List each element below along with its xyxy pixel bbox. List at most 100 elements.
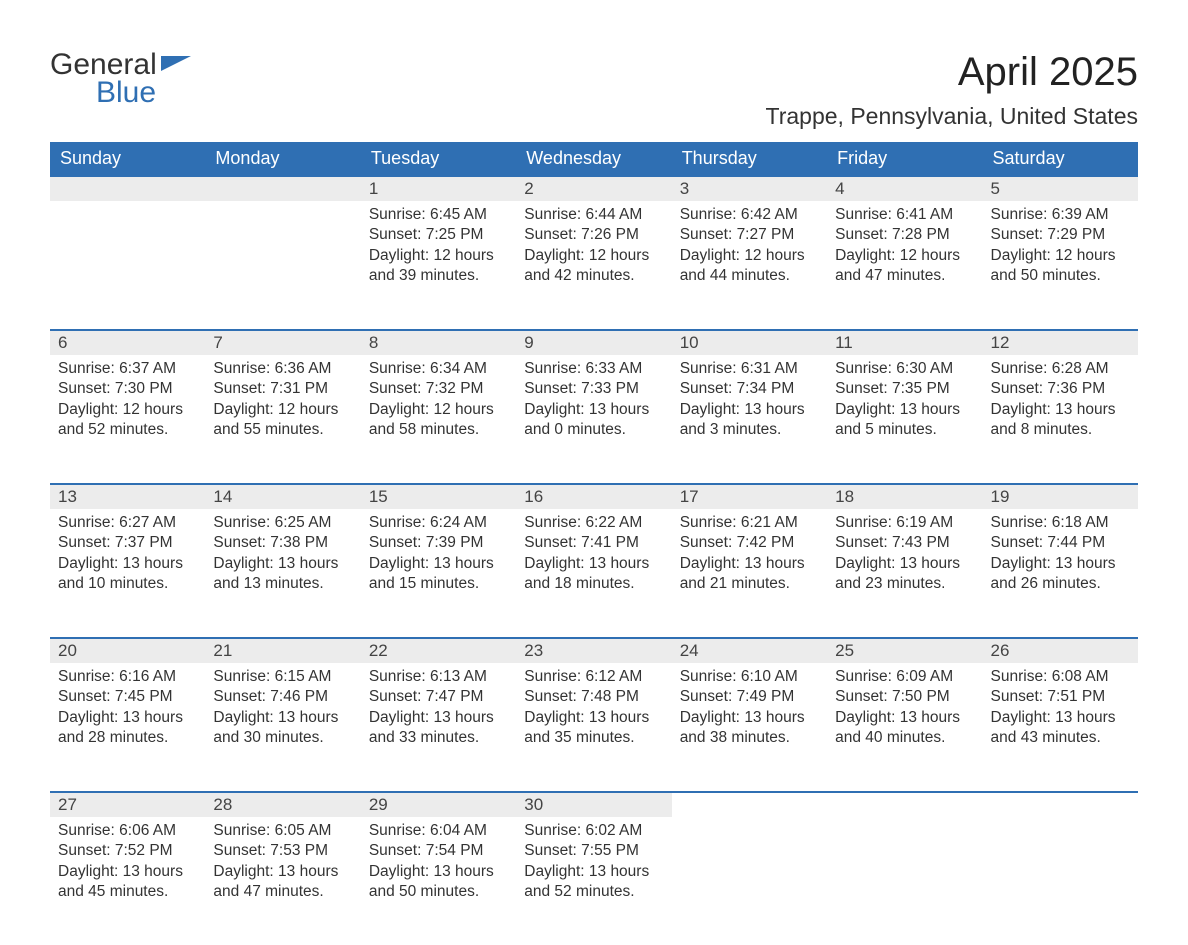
daylight-line: Daylight: 13 hours and 45 minutes.	[58, 862, 197, 903]
empty-day	[827, 791, 982, 817]
daylight-line: Daylight: 13 hours and 13 minutes.	[213, 554, 352, 595]
sunset-line: Sunset: 7:43 PM	[835, 533, 974, 553]
sunrise-line: Sunrise: 6:44 AM	[524, 205, 663, 225]
daylight-line: Daylight: 13 hours and 33 minutes.	[369, 708, 508, 749]
sunset-value: 7:46 PM	[270, 688, 328, 705]
day-data: Sunrise: 6:19 AMSunset: 7:43 PMDaylight:…	[827, 509, 982, 609]
day-data-row: Sunrise: 6:45 AMSunset: 7:25 PMDaylight:…	[50, 201, 1138, 329]
sunrise-label: Sunrise:	[835, 668, 896, 685]
sunset-line: Sunset: 7:42 PM	[680, 533, 819, 553]
daylight-line: Daylight: 12 hours and 55 minutes.	[213, 400, 352, 441]
day-data: Sunrise: 6:34 AMSunset: 7:32 PMDaylight:…	[361, 355, 516, 455]
sunset-line: Sunset: 7:31 PM	[213, 379, 352, 399]
daylight-line: Daylight: 13 hours and 35 minutes.	[524, 708, 663, 749]
sunrise-line: Sunrise: 6:39 AM	[991, 205, 1130, 225]
sunset-label: Sunset:	[524, 688, 581, 705]
sunset-label: Sunset:	[213, 380, 270, 397]
day-number: 25	[827, 637, 982, 663]
sunset-value: 7:53 PM	[270, 842, 328, 859]
day-data: Sunrise: 6:27 AMSunset: 7:37 PMDaylight:…	[50, 509, 205, 609]
sunset-line: Sunset: 7:55 PM	[524, 841, 663, 861]
day-number: 2	[516, 175, 671, 201]
day-number: 26	[983, 637, 1138, 663]
sunrise-value: 6:42 AM	[741, 206, 798, 223]
daylight-label: Daylight:	[524, 247, 589, 264]
sunset-value: 7:32 PM	[426, 380, 484, 397]
sunset-line: Sunset: 7:33 PM	[524, 379, 663, 399]
sunrise-label: Sunrise:	[835, 360, 896, 377]
day-data: Sunrise: 6:06 AMSunset: 7:52 PMDaylight:…	[50, 817, 205, 917]
sunrise-label: Sunrise:	[680, 514, 741, 531]
sunrise-label: Sunrise:	[991, 668, 1052, 685]
day-number: 14	[205, 483, 360, 509]
daylight-line: Daylight: 12 hours and 47 minutes.	[835, 246, 974, 287]
sunrise-label: Sunrise:	[213, 514, 274, 531]
sunrise-label: Sunrise:	[835, 206, 896, 223]
logo-word2: Blue	[50, 78, 157, 108]
sunset-value: 7:27 PM	[737, 226, 795, 243]
sunrise-line: Sunrise: 6:42 AM	[680, 205, 819, 225]
daylight-label: Daylight:	[58, 709, 123, 726]
daylight-line: Daylight: 12 hours and 42 minutes.	[524, 246, 663, 287]
day-number: 11	[827, 329, 982, 355]
sunrise-line: Sunrise: 6:06 AM	[58, 821, 197, 841]
day-number: 6	[50, 329, 205, 355]
sunrise-label: Sunrise:	[835, 514, 896, 531]
daylight-label: Daylight:	[991, 401, 1056, 418]
daynum-row: 27282930	[50, 791, 1138, 817]
sunset-value: 7:48 PM	[581, 688, 639, 705]
day-data: Sunrise: 6:36 AMSunset: 7:31 PMDaylight:…	[205, 355, 360, 455]
day-number: 17	[672, 483, 827, 509]
daylight-label: Daylight:	[524, 709, 589, 726]
daylight-label: Daylight:	[369, 555, 434, 572]
sunset-label: Sunset:	[58, 688, 115, 705]
sunset-value: 7:55 PM	[581, 842, 639, 859]
sunrise-line: Sunrise: 6:22 AM	[524, 513, 663, 533]
sunrise-line: Sunrise: 6:08 AM	[991, 667, 1130, 687]
daynum-row: 12345	[50, 175, 1138, 201]
sunrise-label: Sunrise:	[213, 822, 274, 839]
daylight-label: Daylight:	[524, 401, 589, 418]
daylight-label: Daylight:	[213, 863, 278, 880]
sunrise-value: 6:10 AM	[741, 668, 798, 685]
sunset-label: Sunset:	[680, 380, 737, 397]
sunset-label: Sunset:	[524, 842, 581, 859]
sunrise-label: Sunrise:	[213, 668, 274, 685]
daylight-label: Daylight:	[680, 709, 745, 726]
day-number: 5	[983, 175, 1138, 201]
sunset-line: Sunset: 7:25 PM	[369, 225, 508, 245]
sunset-line: Sunset: 7:44 PM	[991, 533, 1130, 553]
sunset-value: 7:36 PM	[1047, 380, 1105, 397]
sunset-label: Sunset:	[991, 688, 1048, 705]
sunset-label: Sunset:	[58, 842, 115, 859]
day-data: Sunrise: 6:24 AMSunset: 7:39 PMDaylight:…	[361, 509, 516, 609]
day-number: 29	[361, 791, 516, 817]
sunrise-line: Sunrise: 6:09 AM	[835, 667, 974, 687]
sunrise-label: Sunrise:	[991, 206, 1052, 223]
sunset-label: Sunset:	[369, 534, 426, 551]
daynum-row: 6789101112	[50, 329, 1138, 355]
day-data: Sunrise: 6:28 AMSunset: 7:36 PMDaylight:…	[983, 355, 1138, 455]
daylight-line: Daylight: 12 hours and 52 minutes.	[58, 400, 197, 441]
daylight-line: Daylight: 13 hours and 40 minutes.	[835, 708, 974, 749]
daylight-label: Daylight:	[369, 709, 434, 726]
sunrise-value: 6:27 AM	[119, 514, 176, 531]
empty-day	[205, 175, 360, 201]
day-number: 28	[205, 791, 360, 817]
daylight-label: Daylight:	[524, 555, 589, 572]
daylight-label: Daylight:	[680, 247, 745, 264]
sunset-label: Sunset:	[58, 534, 115, 551]
sunrise-line: Sunrise: 6:25 AM	[213, 513, 352, 533]
sunrise-line: Sunrise: 6:18 AM	[991, 513, 1130, 533]
weekday-header: Friday	[827, 142, 982, 175]
sunrise-label: Sunrise:	[524, 822, 585, 839]
sunset-label: Sunset:	[369, 380, 426, 397]
sunrise-line: Sunrise: 6:36 AM	[213, 359, 352, 379]
daylight-line: Daylight: 13 hours and 0 minutes.	[524, 400, 663, 441]
sunrise-label: Sunrise:	[524, 514, 585, 531]
sunset-value: 7:26 PM	[581, 226, 639, 243]
daylight-line: Daylight: 13 hours and 26 minutes.	[991, 554, 1130, 595]
sunrise-value: 6:44 AM	[585, 206, 642, 223]
sunset-line: Sunset: 7:29 PM	[991, 225, 1130, 245]
sunset-line: Sunset: 7:54 PM	[369, 841, 508, 861]
